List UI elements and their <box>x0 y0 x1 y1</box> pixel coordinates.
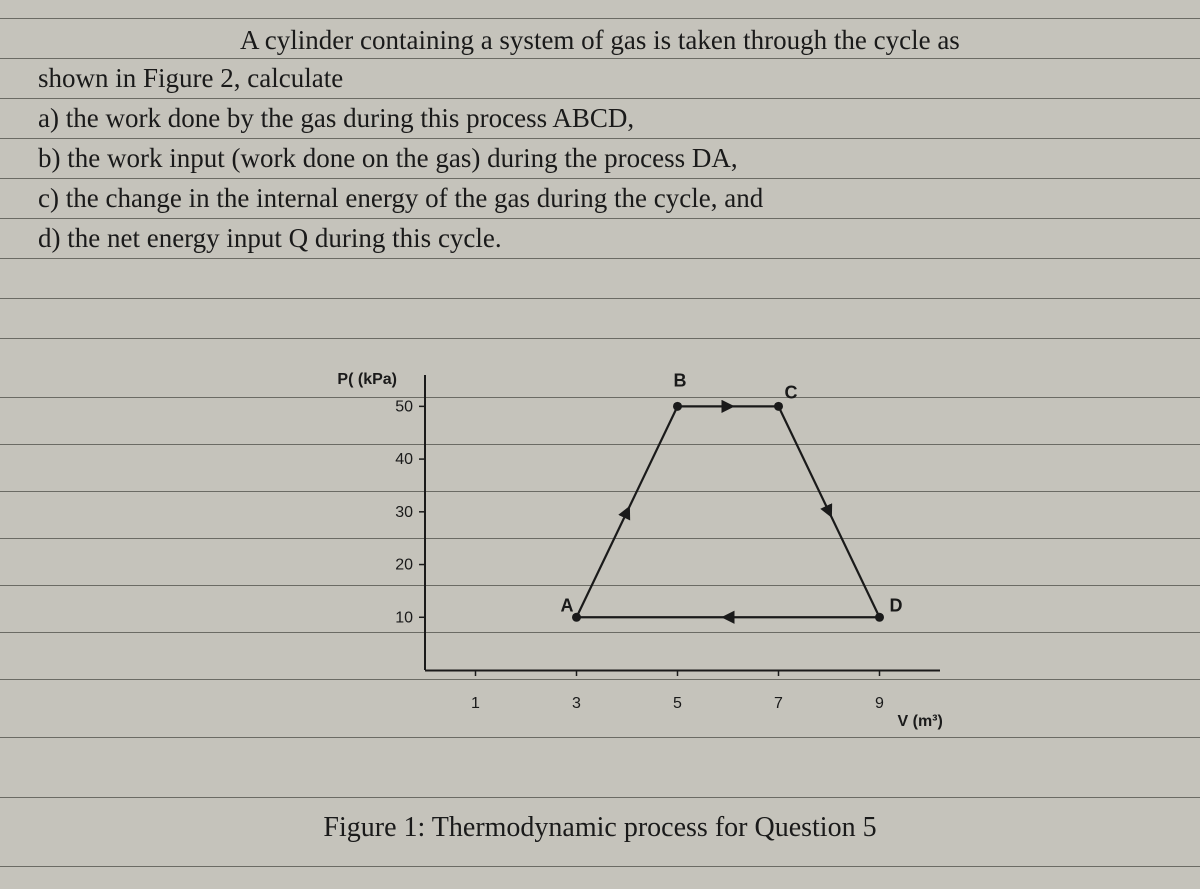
pv-chart-svg: 10 20 30 40 50 P( (kPa) 1 3 5 7 9 V (m³) A B C D <box>330 370 970 750</box>
rule-line <box>0 298 1200 299</box>
svg-text:50: 50 <box>395 398 413 415</box>
svg-text:1: 1 <box>471 695 480 712</box>
rule-line <box>0 258 1200 259</box>
lined-paper-background: A cylinder containing a system of gas is… <box>0 0 1200 889</box>
svg-text:9: 9 <box>875 695 884 712</box>
svg-text:3: 3 <box>572 695 581 712</box>
svg-text:7: 7 <box>774 695 783 712</box>
rule-line <box>0 98 1200 99</box>
rule-line <box>0 866 1200 867</box>
svg-text:D: D <box>890 595 903 615</box>
rule-line <box>0 178 1200 179</box>
svg-text:V (m³): V (m³) <box>898 713 943 730</box>
svg-text:30: 30 <box>395 504 413 521</box>
rule-line <box>0 18 1200 19</box>
svg-text:10: 10 <box>395 609 413 626</box>
rule-line <box>0 797 1200 798</box>
svg-text:5: 5 <box>673 695 682 712</box>
question-part-a: a) the work done by the gas during this … <box>38 100 634 138</box>
question-line2: shown in Figure 2, calculate <box>38 60 343 98</box>
pv-chart: 10 20 30 40 50 P( (kPa) 1 3 5 7 9 V (m³) A B C D <box>330 370 970 750</box>
svg-text:C: C <box>785 382 798 402</box>
rule-line <box>0 138 1200 139</box>
question-part-b: b) the work input (work done on the gas)… <box>38 140 738 178</box>
rule-line <box>0 218 1200 219</box>
svg-text:A: A <box>561 595 574 615</box>
svg-text:20: 20 <box>395 557 413 574</box>
question-intro: A cylinder containing a system of gas is… <box>240 22 960 60</box>
figure-caption: Figure 1: Thermodynamic process for Ques… <box>0 812 1200 844</box>
svg-text:B: B <box>674 370 687 390</box>
question-part-d: d) the net energy input Q during this cy… <box>38 220 502 258</box>
svg-text:40: 40 <box>395 451 413 468</box>
svg-text:P( (kPa): P( (kPa) <box>337 371 397 388</box>
rule-line <box>0 338 1200 339</box>
question-part-c: c) the change in the internal energy of … <box>38 180 763 218</box>
